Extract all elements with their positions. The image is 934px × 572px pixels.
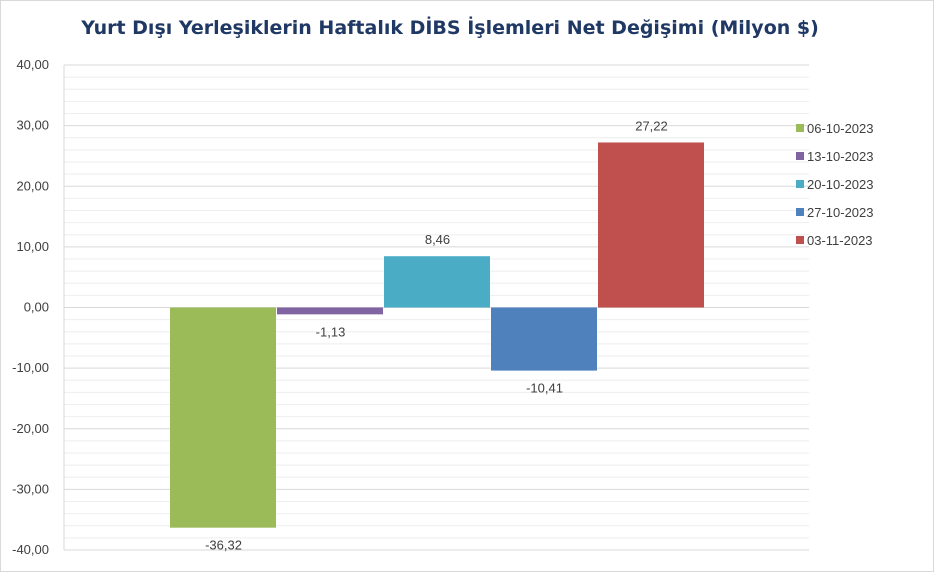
y-tick-label: -40,00 bbox=[12, 542, 49, 557]
y-tick-label: -30,00 bbox=[12, 481, 49, 496]
data-label-27-10-2023: -10,41 bbox=[526, 381, 563, 396]
bars bbox=[170, 142, 704, 528]
legend-swatch bbox=[796, 208, 804, 216]
legend-label: 06-10-2023 bbox=[807, 121, 874, 136]
bar-20-10-2023 bbox=[384, 256, 490, 308]
y-tick-label: 40,00 bbox=[16, 57, 49, 72]
data-label-06-10-2023: -36,32 bbox=[205, 538, 242, 553]
y-tick-label: -10,00 bbox=[12, 360, 49, 375]
y-tick-label: 10,00 bbox=[16, 239, 49, 254]
legend-swatch bbox=[796, 236, 804, 244]
legend-item-13-10-2023: 13-10-2023 bbox=[796, 149, 874, 164]
legend-label: 20-10-2023 bbox=[807, 177, 874, 192]
data-label-03-11-2023: 27,22 bbox=[635, 118, 668, 133]
y-tick-label: 0,00 bbox=[24, 300, 49, 315]
chart-title: Yurt Dışı Yerleşiklerin Haftalık DİBS İş… bbox=[81, 17, 819, 39]
data-label-13-10-2023: -1,13 bbox=[316, 324, 346, 339]
legend-swatch bbox=[796, 124, 804, 132]
bar-27-10-2023 bbox=[491, 307, 597, 371]
bar-13-10-2023 bbox=[277, 307, 383, 315]
legend-swatch bbox=[796, 180, 804, 188]
legend-swatch bbox=[796, 152, 804, 160]
y-axis: 40,00 30,00 20,00 10,00 0,00 -10,00 -20,00 -30,… bbox=[12, 57, 65, 557]
legend-label: 13-10-2023 bbox=[807, 149, 874, 164]
y-tick-label: -20,00 bbox=[12, 421, 49, 436]
y-tick-label: 20,00 bbox=[16, 178, 49, 193]
y-tick-label: 30,00 bbox=[16, 118, 49, 133]
legend-label: 27-10-2023 bbox=[807, 205, 874, 220]
legend-item-27-10-2023: 27-10-2023 bbox=[796, 205, 874, 220]
legend: 06-10-2023 13-10-2023 20-10-2023 27-10-2023… bbox=[796, 121, 874, 248]
data-labels: -36,32 -1,13 8,46 -10,41 27,22 bbox=[205, 118, 668, 552]
legend-label: 03-11-2023 bbox=[807, 233, 873, 248]
legend-item-20-10-2023: 20-10-2023 bbox=[796, 177, 874, 192]
bar-03-11-2023 bbox=[598, 142, 704, 308]
data-label-20-10-2023: 8,46 bbox=[425, 232, 450, 247]
bar-06-10-2023 bbox=[170, 307, 276, 528]
legend-item-03-11-2023: 03-11-2023 bbox=[796, 233, 873, 248]
legend-item-06-10-2023: 06-10-2023 bbox=[796, 121, 874, 136]
